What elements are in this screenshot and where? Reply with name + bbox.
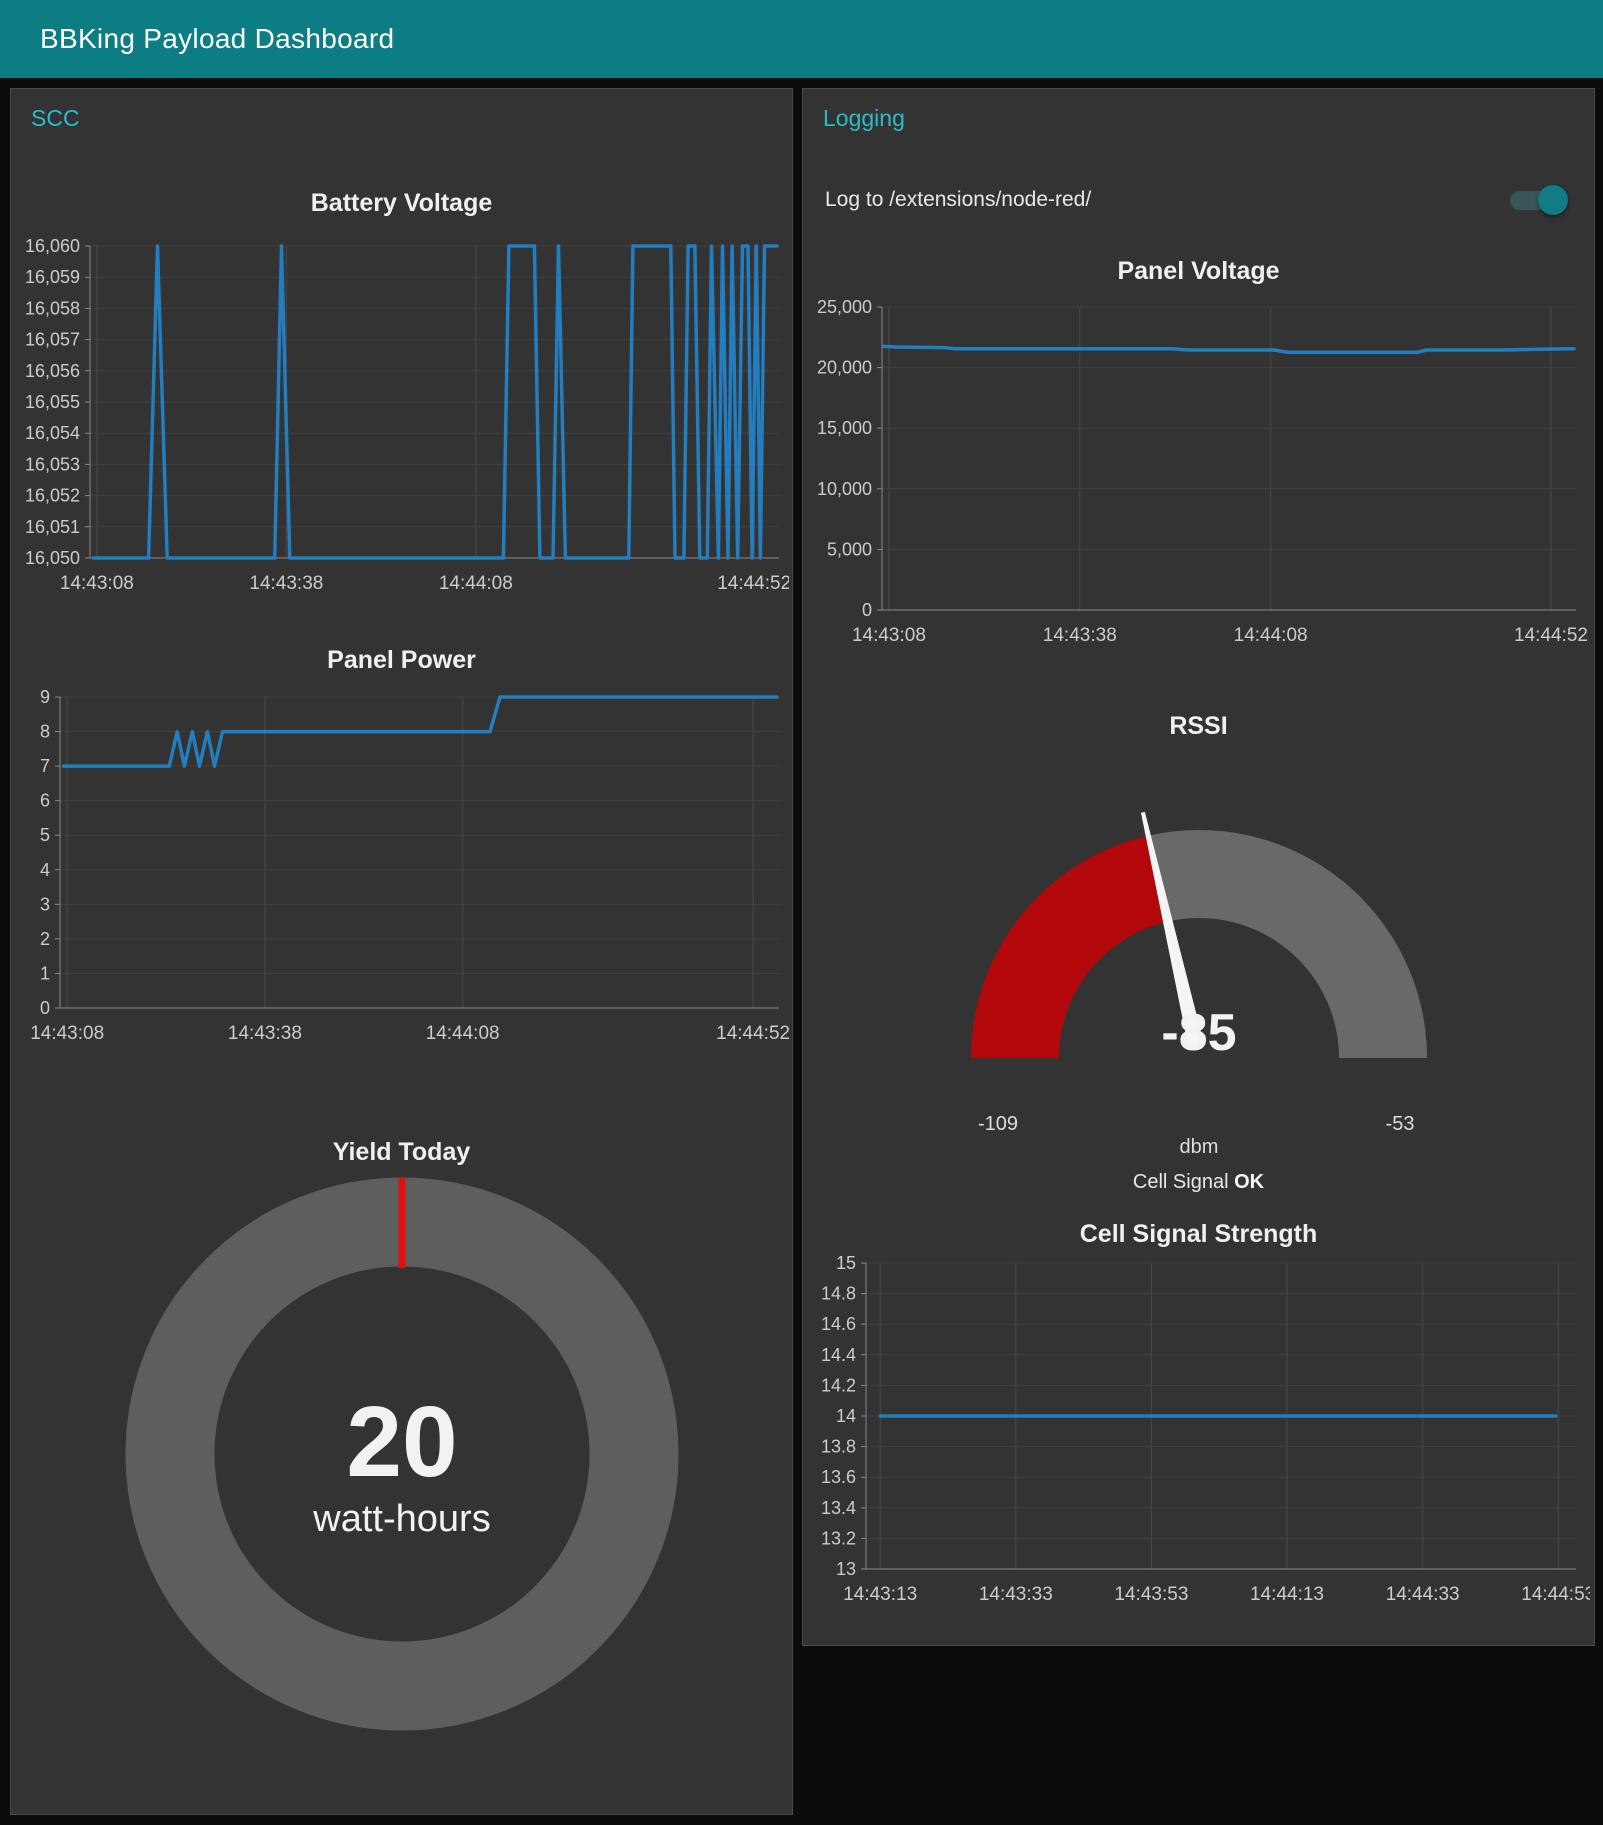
y-tick-label: 14.4 [820, 1345, 855, 1365]
x-tick-label: 14:44:52 [716, 1023, 789, 1044]
gauge-needle [1140, 811, 1204, 1049]
y-tick-label: 16,060 [25, 236, 80, 256]
rssi-gauge: -85 -109 dbm -53 [970, 811, 1427, 1158]
x-tick-label: 14:44:33 [1385, 1584, 1459, 1605]
cell-signal-strength-chart: 15 14.8 14.6 14.4 14.2 14 13.8 13.6 13.4 13.2 13 14… [820, 1253, 1590, 1605]
y-tick-label: 14.6 [820, 1314, 855, 1334]
x-tick-label: 14:43:53 [1114, 1584, 1188, 1605]
x-tick-label: 14:43:38 [228, 1023, 302, 1044]
group-scc-label: SCC [31, 105, 80, 131]
y-tick-label: 6 [40, 791, 50, 811]
chart-line [881, 344, 1576, 355]
x-tick-label: 14:43:33 [978, 1584, 1052, 1605]
y-tick-label: 13.4 [820, 1498, 855, 1518]
y-tick-label: 13.2 [820, 1528, 855, 1548]
rssi-min-label: -109 [977, 1113, 1017, 1135]
app-title: BBKing Payload Dashboard [40, 23, 395, 54]
x-tick-label: 14:44:53 [1521, 1584, 1590, 1605]
rssi-max-label: -53 [1385, 1113, 1414, 1135]
x-tick-label: 14:44:52 [717, 573, 789, 594]
panel-voltage-title: Panel Voltage [1117, 257, 1280, 285]
y-tick-label: 16,053 [25, 454, 80, 474]
app-header: BBKing Payload Dashboard [0, 0, 1603, 78]
cell-signal-status-prefix: Cell Signal [1132, 1171, 1229, 1193]
dashboard-body: SCC Battery Voltage 16,060 16,059 16,058 16… [0, 78, 1603, 1815]
y-tick-label: 0 [40, 998, 50, 1018]
cell-signal-status: Cell Signal OK [803, 1171, 1594, 1194]
x-tick-label: 14:43:08 [30, 1023, 104, 1044]
yield-today-title: Yield Today [332, 1138, 471, 1166]
x-tick-label: 14:43:38 [249, 573, 323, 594]
log-destination-label: Log to /extensions/node-red/ [825, 188, 1092, 211]
group-logging: Logging Log to /extensions/node-red/ Pan… [802, 88, 1595, 1646]
y-tick-label: 16,055 [25, 392, 80, 412]
panel-power-chart: 9 8 7 6 5 4 3 2 1 0 14:43:08 14:43:38 14:44:08 14:44:… [30, 687, 789, 1044]
y-tick-label: 25,000 [816, 297, 871, 317]
y-tick-label: 16,054 [25, 423, 80, 443]
y-tick-label: 16,056 [25, 361, 80, 381]
y-tick-label: 16,051 [25, 517, 80, 537]
x-tick-label: 14:43:38 [1042, 625, 1116, 646]
y-tick-label: 2 [40, 929, 50, 949]
yield-units: watt-hours [312, 1498, 490, 1540]
x-tick-label: 14:44:08 [426, 1023, 500, 1044]
yield-today-donut: 20 watt-hours [125, 1177, 678, 1731]
group-scc: SCC Battery Voltage 16,060 16,059 16,058 16… [10, 88, 793, 1815]
y-tick-label: 10,000 [816, 479, 871, 499]
chart-line [61, 695, 779, 768]
x-tick-label: 14:43:08 [851, 625, 925, 646]
panel-power-title: Panel Power [327, 646, 476, 674]
battery-voltage-title: Battery Voltage [310, 189, 493, 217]
y-tick-label: 4 [40, 860, 50, 880]
x-tick-label: 14:44:52 [1514, 625, 1588, 646]
y-tick-label: 14.8 [820, 1284, 855, 1304]
chart-line [91, 244, 779, 560]
y-tick-label: 15 [835, 1253, 855, 1273]
y-tick-label: 16,050 [25, 548, 80, 568]
battery-voltage-chart: 16,060 16,059 16,058 16,057 16,056 16,055 16,0… [25, 236, 789, 594]
y-tick-label: 15,000 [816, 418, 871, 438]
y-tick-label: 20,000 [816, 358, 871, 378]
x-tick-label: 14:44:08 [1233, 625, 1307, 646]
rssi-value: -85 [1161, 1004, 1236, 1062]
y-tick-label: 9 [40, 687, 50, 707]
x-tick-label: 14:44:13 [1250, 1584, 1324, 1605]
y-tick-label: 14.2 [820, 1375, 855, 1395]
rssi-gauge-arcs [970, 811, 1427, 1058]
cell-signal-strength-title: Cell Signal Strength [1079, 1220, 1318, 1248]
x-tick-label: 14:44:08 [439, 573, 513, 594]
y-tick-label: 16,057 [25, 330, 80, 350]
x-tick-label: 14:43:13 [843, 1584, 917, 1605]
panel-voltage-chart: 25,000 20,000 15,000 10,000 5,000 0 14:43:08 14… [816, 297, 1588, 646]
y-tick-label: 5,000 [826, 539, 871, 559]
cell-signal-status-value: OK [1234, 1171, 1265, 1193]
y-tick-label: 14 [835, 1406, 855, 1426]
y-tick-label: 13 [835, 1559, 855, 1579]
y-tick-label: 13.6 [820, 1467, 855, 1487]
y-tick-label: 16,059 [25, 267, 80, 287]
gauge-sector [970, 835, 1168, 1058]
log-toggle[interactable] [1510, 184, 1568, 216]
y-tick-label: 7 [40, 756, 50, 776]
y-tick-label: 0 [861, 600, 871, 620]
y-tick-label: 8 [40, 722, 50, 742]
rssi-units: dbm [1179, 1136, 1218, 1158]
y-tick-label: 13.8 [820, 1437, 855, 1457]
y-tick-label: 16,052 [25, 486, 80, 506]
y-tick-label: 1 [40, 963, 50, 983]
gauge-sector [1147, 830, 1427, 1058]
rssi-title: RSSI [1169, 712, 1228, 740]
group-logging-label: Logging [823, 105, 905, 131]
y-tick-label: 16,058 [25, 298, 80, 318]
log-destination-row: Log to /extensions/node-red/ [803, 183, 1594, 217]
y-tick-label: 3 [40, 894, 50, 914]
x-tick-label: 14:43:08 [60, 573, 134, 594]
y-tick-label: 5 [40, 825, 50, 845]
yield-value: 20 [346, 1386, 457, 1498]
log-toggle-knob [1538, 185, 1568, 215]
